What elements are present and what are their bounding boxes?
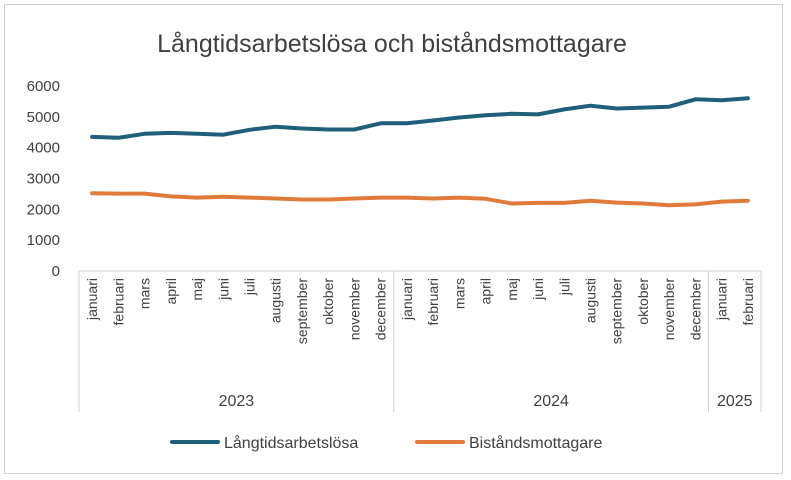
y-tick-label: 3000: [27, 171, 60, 188]
chart-title: Långtidsarbetslösa och biståndsmottagare: [157, 30, 627, 58]
legend-label: Biståndsmottagare: [469, 434, 603, 452]
x-tick-label: februari: [110, 278, 126, 325]
series-layer: [90, 96, 750, 208]
x-tick-label: juli: [556, 278, 572, 296]
year-label: 2023: [219, 393, 255, 410]
y-axis: 0 1000 2000 3000 4000 5000 6000: [27, 78, 60, 280]
y-tick-label: 0: [52, 263, 60, 280]
y-tick-label: 1000: [27, 232, 60, 249]
x-tick-label: februari: [740, 278, 756, 325]
series-line: [90, 191, 750, 208]
x-tick-label: juli: [242, 278, 258, 296]
x-tick-label: januari: [84, 278, 100, 321]
x-tick-label: april: [163, 278, 179, 304]
x-tick-label: augusti: [583, 278, 599, 323]
y-tick-label: 6000: [27, 78, 60, 95]
x-tick-label: mars: [137, 278, 153, 309]
x-tick-label: februari: [425, 278, 441, 325]
x-tick-label: mars: [451, 278, 467, 309]
x-tick-label: november: [661, 278, 677, 341]
legend-label: Långtidsarbetslösa: [224, 434, 358, 452]
x-tick-label: januari: [399, 278, 415, 321]
x-tick-label: maj: [189, 278, 205, 301]
x-tick-label: november: [346, 278, 362, 341]
x-tick-label: september: [609, 278, 625, 344]
y-tick-label: 5000: [27, 109, 60, 126]
x-tick-label: april: [478, 278, 494, 304]
year-label: 2024: [533, 393, 569, 410]
y-tick-label: 4000: [27, 140, 60, 157]
x-tick-label: januari: [714, 278, 730, 321]
x-tick-label: september: [294, 278, 310, 344]
x-tick-label: december: [373, 278, 389, 341]
x-tick-label: oktober: [320, 278, 336, 325]
x-tick-label: maj: [504, 278, 520, 301]
x-tick-label: augusti: [268, 278, 284, 323]
series-line: [90, 96, 750, 140]
year-label: 2025: [717, 393, 753, 410]
x-tick-label: juni: [530, 278, 546, 301]
y-tick-label: 2000: [27, 201, 60, 218]
x-tick-label: oktober: [635, 278, 651, 325]
x-tick-label: december: [687, 278, 703, 341]
x-axis: januari februari mars april maj juni juli augus…: [78, 270, 762, 412]
x-tick-label: juni: [215, 278, 231, 301]
legend: Långtidsarbetslösa Biståndsmottagare: [170, 434, 603, 452]
